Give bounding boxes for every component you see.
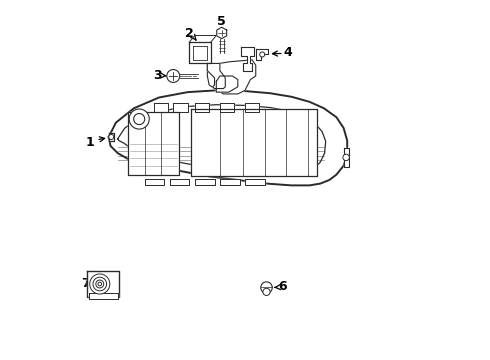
Circle shape xyxy=(261,282,272,293)
Circle shape xyxy=(260,52,265,57)
Circle shape xyxy=(98,282,101,286)
Polygon shape xyxy=(216,76,238,92)
Circle shape xyxy=(109,134,114,139)
Text: 4: 4 xyxy=(284,46,293,59)
Polygon shape xyxy=(195,103,209,112)
Circle shape xyxy=(263,288,270,296)
Polygon shape xyxy=(220,103,234,112)
Polygon shape xyxy=(343,148,349,167)
Text: 1: 1 xyxy=(86,136,95,149)
Polygon shape xyxy=(128,112,179,175)
Polygon shape xyxy=(207,60,256,94)
Polygon shape xyxy=(89,293,118,300)
Circle shape xyxy=(167,69,180,82)
Polygon shape xyxy=(191,109,317,176)
Polygon shape xyxy=(170,179,190,185)
Polygon shape xyxy=(195,179,215,185)
Polygon shape xyxy=(173,103,188,112)
Polygon shape xyxy=(220,179,240,185)
Circle shape xyxy=(96,280,104,288)
Polygon shape xyxy=(242,47,254,71)
Polygon shape xyxy=(207,63,225,89)
Circle shape xyxy=(134,113,145,125)
Polygon shape xyxy=(153,103,168,112)
Polygon shape xyxy=(118,105,326,176)
Polygon shape xyxy=(217,27,227,39)
Polygon shape xyxy=(193,45,207,60)
Circle shape xyxy=(90,274,110,294)
Text: 5: 5 xyxy=(218,15,226,28)
Polygon shape xyxy=(109,134,114,140)
Polygon shape xyxy=(109,90,347,185)
Polygon shape xyxy=(87,271,120,297)
Polygon shape xyxy=(190,42,211,63)
Text: 7: 7 xyxy=(81,277,90,290)
Text: 3: 3 xyxy=(153,69,161,82)
Circle shape xyxy=(343,154,349,161)
Polygon shape xyxy=(245,103,259,112)
Polygon shape xyxy=(145,179,164,185)
Polygon shape xyxy=(256,49,269,60)
Polygon shape xyxy=(245,179,265,185)
Text: 6: 6 xyxy=(278,280,287,293)
Text: 2: 2 xyxy=(185,27,194,40)
Circle shape xyxy=(129,109,149,129)
Circle shape xyxy=(93,277,107,291)
